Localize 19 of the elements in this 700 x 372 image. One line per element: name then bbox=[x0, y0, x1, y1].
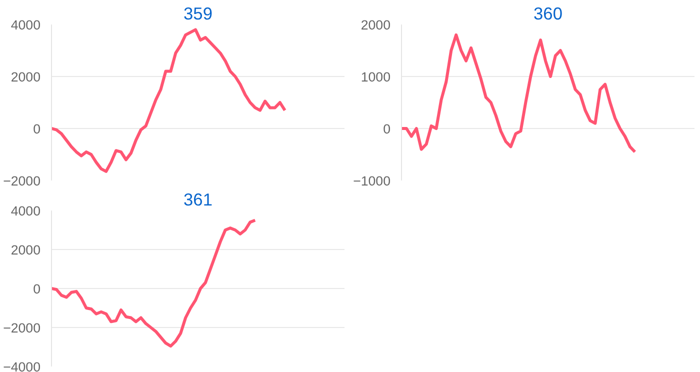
chart-title: 360 bbox=[534, 4, 562, 24]
y-tick-label: 1000 bbox=[360, 70, 391, 84]
y-tick-label: 0 bbox=[383, 122, 391, 136]
y-tick-label: 4000 bbox=[10, 18, 41, 32]
y-tick-label: 0 bbox=[33, 282, 41, 296]
y-tick-label: −1000 bbox=[353, 174, 391, 188]
y-tick-label: 0 bbox=[33, 122, 41, 136]
y-tick-label: 2000 bbox=[360, 18, 391, 32]
chart-title: 359 bbox=[184, 4, 212, 24]
line-series bbox=[52, 218, 257, 348]
y-tick-label: −4000 bbox=[3, 360, 41, 372]
line-series bbox=[402, 33, 636, 154]
y-tick-label: 4000 bbox=[10, 204, 41, 218]
line-series bbox=[52, 28, 286, 173]
y-tick-label: −2000 bbox=[3, 320, 41, 336]
y-tick-label: 2000 bbox=[10, 242, 41, 258]
y-tick-label: 2000 bbox=[10, 70, 41, 84]
chart-title: 361 bbox=[184, 190, 212, 210]
y-tick-label: −2000 bbox=[3, 174, 41, 188]
